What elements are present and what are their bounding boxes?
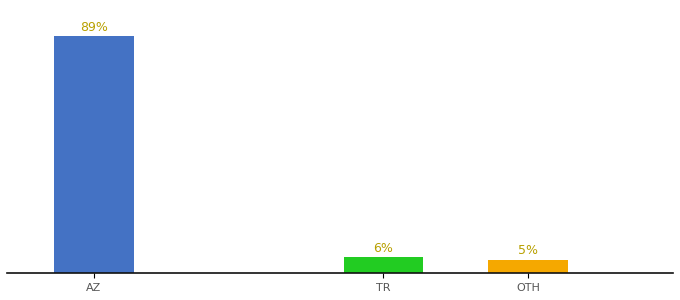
Text: 89%: 89% <box>80 21 107 34</box>
Bar <box>343 257 423 273</box>
Bar <box>488 260 568 273</box>
Bar <box>54 36 134 273</box>
Text: 6%: 6% <box>373 242 393 255</box>
Text: 5%: 5% <box>518 244 539 257</box>
